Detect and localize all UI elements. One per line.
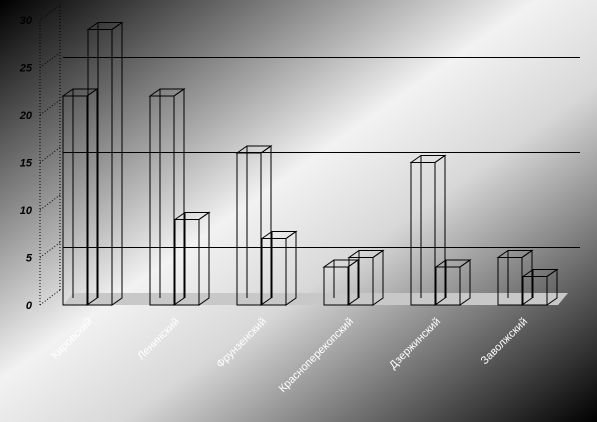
tick-connector-15 <box>39 147 61 163</box>
tick-connector-0 <box>39 289 61 306</box>
bar-2-s0 <box>235 145 273 306</box>
y-tick-label: 30 <box>20 15 33 27</box>
y-tick-label: 5 <box>26 253 33 265</box>
tick-connector-10 <box>39 194 61 211</box>
tick-connector-30 <box>39 4 61 21</box>
tick-connector-20 <box>39 99 61 116</box>
y-tick-label: 15 <box>20 158 33 170</box>
tick-connector-25 <box>39 52 61 68</box>
chart-floor <box>63 293 568 305</box>
bar-5-s0 <box>496 249 534 306</box>
bar-3-s1 <box>347 249 385 306</box>
bar-2-s1 <box>260 230 298 306</box>
bar-1-s0 <box>148 88 186 306</box>
y-tick-label: 10 <box>20 205 33 217</box>
y-tick-label: 20 <box>19 110 33 122</box>
bar-5-s1 <box>521 268 559 306</box>
bar-4-s0 <box>409 154 447 306</box>
bar-0-s1 <box>86 21 124 306</box>
bar-4-s1 <box>434 259 472 306</box>
bar-3-s0 <box>322 259 360 306</box>
y-tick-label: 0 <box>26 300 33 312</box>
bar-0-s0 <box>61 88 99 306</box>
bar-1-s1 <box>173 211 211 306</box>
y-tick-label: 25 <box>19 63 33 75</box>
tick-connector-5 <box>39 242 61 258</box>
